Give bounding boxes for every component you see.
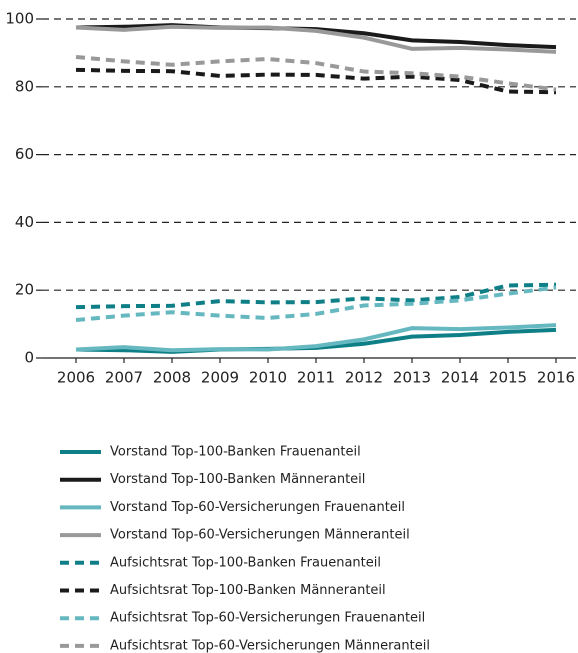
- x-tick-label: 2012: [345, 369, 383, 387]
- legend-label: Vorstand Top-100-Banken Männeranteil: [110, 472, 365, 487]
- y-tick-label: 100: [5, 10, 34, 28]
- x-tick-label: 2013: [393, 369, 431, 387]
- series-line: [75, 282, 557, 310]
- series-line: [75, 54, 557, 92]
- x-tick-label: 2009: [201, 369, 239, 387]
- x-tick-label: 2014: [441, 369, 479, 387]
- x-tick-label: 2011: [297, 369, 335, 387]
- y-tick-label: 60: [15, 145, 34, 163]
- series-line: [75, 285, 557, 323]
- legend-label: Vorstand Top-60-Versicherungen Männerant…: [110, 528, 410, 543]
- legend-label: Aufsichtsrat Top-60-Versicherungen Fraue…: [110, 611, 425, 626]
- legend-label: Aufsichtsrat Top-100-Banken Frauenanteil: [110, 555, 381, 570]
- y-tick-label: 80: [15, 77, 34, 95]
- legend-label: Aufsichtsrat Top-100-Banken Männeranteil: [110, 583, 386, 598]
- legend-label: Vorstand Top-100-Banken Frauenanteil: [110, 445, 361, 460]
- legend-label: Aufsichtsrat Top-60-Versicherungen Männe…: [110, 638, 430, 653]
- y-tick-label: 20: [15, 281, 34, 299]
- x-tick-label: 2016: [537, 369, 575, 387]
- x-tick-label: 2006: [57, 369, 95, 387]
- legend-label: Vorstand Top-60-Versicherungen Frauenant…: [110, 500, 405, 515]
- x-tick-label: 2010: [249, 369, 287, 387]
- y-tick-label: 0: [24, 349, 34, 367]
- series-line: [75, 323, 557, 353]
- x-tick-label: 2015: [489, 369, 527, 387]
- series-line: [75, 24, 557, 54]
- x-tick-label: 2007: [105, 369, 143, 387]
- x-tick-label: 2008: [153, 369, 191, 387]
- series-line: [75, 67, 557, 95]
- y-tick-label: 40: [15, 213, 34, 231]
